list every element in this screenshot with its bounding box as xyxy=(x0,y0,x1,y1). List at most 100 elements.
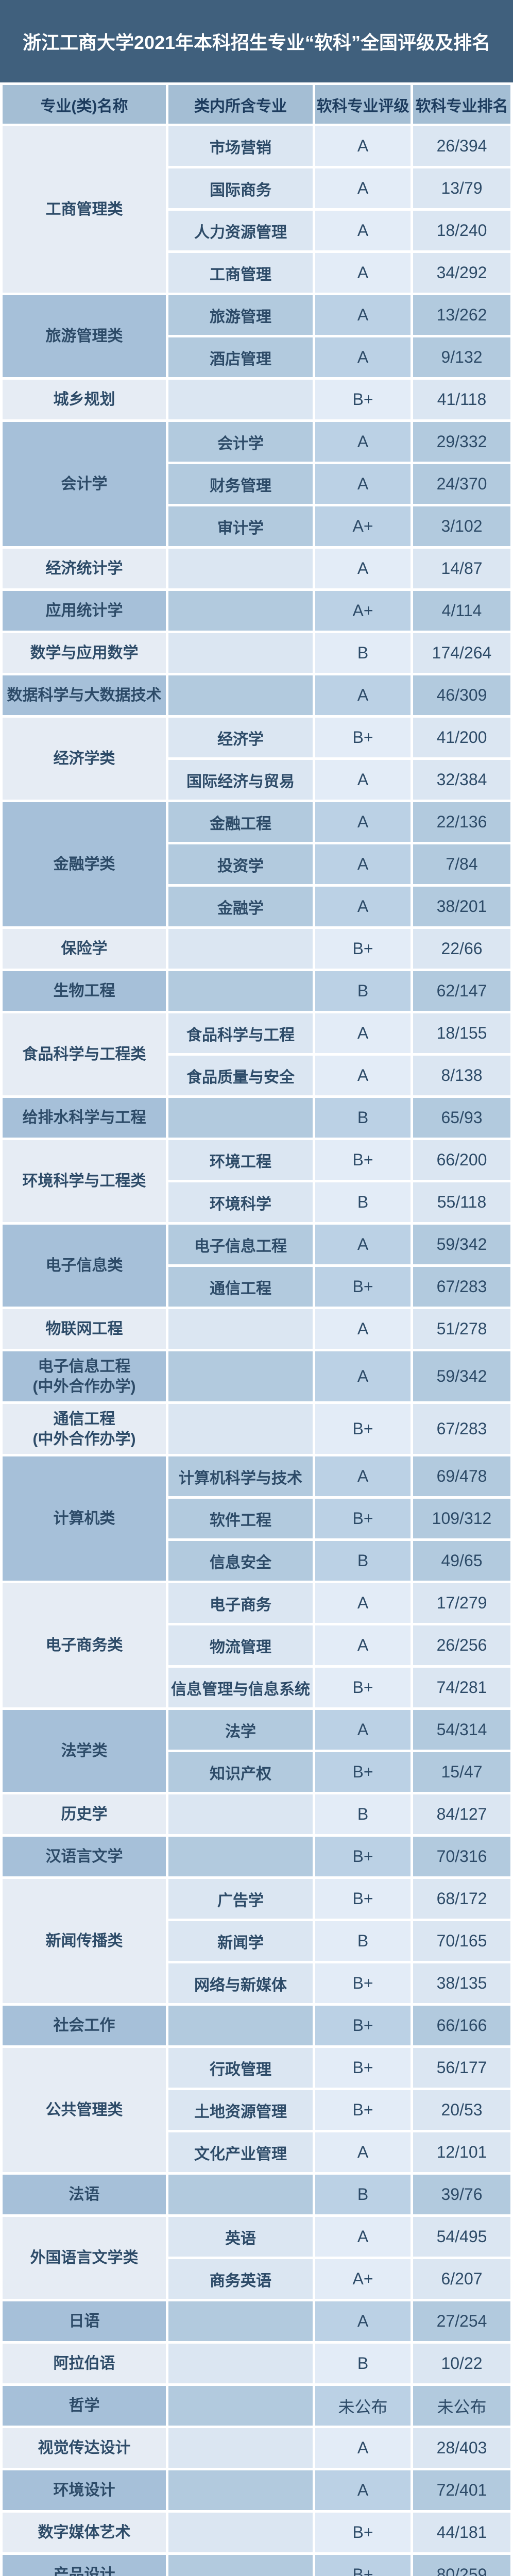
group-name-cell: 计算机类 xyxy=(3,1456,166,1581)
rank-cell: 66/200 xyxy=(413,1140,510,1180)
rank-cell: 84/127 xyxy=(413,1794,510,1834)
table-row: 公共管理类 行政管理 B+ 56/177 xyxy=(3,2048,510,2172)
rating-cell: B+ xyxy=(315,2513,411,2552)
table-row: 法语 B 39/76 xyxy=(3,2175,510,2214)
rating-cell: A xyxy=(315,2301,411,2341)
major-cell: 旅游管理 xyxy=(168,295,313,335)
rating-cell: B+ xyxy=(315,1963,411,2003)
table-row: 视觉传达设计 A 28/403 xyxy=(3,2428,510,2468)
group-name-cell: 新闻传播类 xyxy=(3,1879,166,2003)
rank-cell: 22/66 xyxy=(413,929,510,969)
group-name-cell: 哲学 xyxy=(3,2386,166,2426)
rank-cell: 44/181 xyxy=(413,2513,510,2552)
rank-cell: 109/312 xyxy=(413,1499,510,1538)
table-row: 人力资源管理 A 18/240 xyxy=(3,211,510,250)
major-cell: 食品质量与安全 xyxy=(168,1056,313,1095)
group-name-cell: 数学与应用数学 xyxy=(3,633,166,673)
rank-cell: 68/172 xyxy=(413,1879,510,1919)
rank-cell: 54/495 xyxy=(413,2217,510,2257)
group-name-cell: 电子信息工程 (中外合作办学) xyxy=(3,1351,166,1401)
major-cell: 软件工程 xyxy=(168,1499,313,1538)
table-row: 国际商务 A 13/79 xyxy=(3,168,510,208)
rank-cell: 41/118 xyxy=(413,380,510,419)
ratings-table: 专业(类)名称 类内所含专业 软科专业评级 软科专业排名 工商管理类 市场营销 A 2… xyxy=(0,82,513,2576)
rating-cell: A xyxy=(315,2217,411,2257)
rating-cell: B+ xyxy=(315,1668,411,1707)
table-body: 工商管理类 市场营销 A 26/394 国际商务 A 13/79 人力资源管理 A 18/240 工… xyxy=(3,126,510,2576)
rank-cell: 62/147 xyxy=(413,971,510,1011)
major-cell: 金融学 xyxy=(168,887,313,926)
rating-cell: B+ xyxy=(315,2006,411,2045)
group-name-cell: 环境设计 xyxy=(3,2470,166,2510)
rating-cell: B xyxy=(315,1182,411,1222)
rating-cell: A xyxy=(315,168,411,208)
major-cell xyxy=(168,1404,313,1454)
major-cell xyxy=(168,1837,313,1876)
rank-cell: 3/102 xyxy=(413,506,510,546)
rank-cell: 38/135 xyxy=(413,1963,510,2003)
rating-cell: B xyxy=(315,971,411,1011)
rating-cell: B xyxy=(315,1541,411,1581)
table-row: 文化产业管理 A 12/101 xyxy=(3,2132,510,2172)
rating-cell: B xyxy=(315,2175,411,2214)
group-name-cell: 会计学 xyxy=(3,422,166,546)
rank-cell: 18/240 xyxy=(413,211,510,250)
table-row: 工商管理 A 34/292 xyxy=(3,253,510,293)
table-row: 新闻学 B 70/165 xyxy=(3,1921,510,1961)
table-row: 物联网工程 A 51/278 xyxy=(3,1309,510,1349)
major-cell xyxy=(168,633,313,673)
major-cell: 电子信息工程 xyxy=(168,1225,313,1264)
rating-cell: 未公布 xyxy=(315,2386,411,2426)
major-cell: 行政管理 xyxy=(168,2048,313,2088)
rating-cell: B xyxy=(315,1794,411,1834)
rank-cell: 22/136 xyxy=(413,802,510,842)
rating-cell: A xyxy=(315,1456,411,1496)
group-name-cell: 电子信息类 xyxy=(3,1225,166,1307)
table-row: 历史学 B 84/127 xyxy=(3,1794,510,1834)
rating-cell: A xyxy=(315,1225,411,1264)
rating-cell: B+ xyxy=(315,2048,411,2088)
rating-cell: A xyxy=(315,802,411,842)
table-row: 通信工程 B+ 67/283 xyxy=(3,1267,510,1307)
rank-cell: 27/254 xyxy=(413,2301,510,2341)
rank-cell: 29/332 xyxy=(413,422,510,462)
rating-cell: B xyxy=(315,1921,411,1961)
table-row: 信息安全 B 49/65 xyxy=(3,1541,510,1581)
table-row: 金融学 A 38/201 xyxy=(3,887,510,926)
rank-cell: 65/93 xyxy=(413,1098,510,1138)
rating-cell: A xyxy=(315,1056,411,1095)
rating-cell: A xyxy=(315,1710,411,1750)
group-name-cell: 给排水科学与工程 xyxy=(3,1098,166,1138)
rank-cell: 13/262 xyxy=(413,295,510,335)
group-name-cell: 数字媒体艺术 xyxy=(3,2513,166,2552)
group-name-cell: 电子商务类 xyxy=(3,1583,166,1707)
table-row: 数字媒体艺术 B+ 44/181 xyxy=(3,2513,510,2552)
table-row: 法学类 法学 A 54/314 xyxy=(3,1710,510,1792)
rank-cell: 20/53 xyxy=(413,2090,510,2130)
rank-cell: 67/283 xyxy=(413,1267,510,1307)
table-row: 旅游管理类 旅游管理 A 13/262 xyxy=(3,295,510,377)
major-cell xyxy=(168,2301,313,2341)
major-cell: 会计学 xyxy=(168,422,313,462)
rating-cell: B+ xyxy=(315,929,411,969)
group-name-cell: 旅游管理类 xyxy=(3,295,166,377)
major-cell: 网络与新媒体 xyxy=(168,1963,313,2003)
rating-cell: B+ xyxy=(315,718,411,757)
group-name-cell: 汉语言文学 xyxy=(3,1837,166,1876)
rating-cell: A xyxy=(315,337,411,377)
rank-cell: 14/87 xyxy=(413,549,510,588)
rank-cell: 51/278 xyxy=(413,1309,510,1349)
major-cell xyxy=(168,2470,313,2510)
group-name-cell: 环境科学与工程类 xyxy=(3,1140,166,1222)
rank-cell: 69/478 xyxy=(413,1456,510,1496)
major-cell xyxy=(168,1351,313,1401)
table-row: 数学与应用数学 B 174/264 xyxy=(3,633,510,673)
major-cell xyxy=(168,675,313,715)
rank-cell: 28/403 xyxy=(413,2428,510,2468)
table-row: 阿拉伯语 B 10/22 xyxy=(3,2344,510,2383)
table-row: 通信工程 (中外合作办学) B+ 67/283 xyxy=(3,1404,510,1454)
group-name-cell: 外国语言文学类 xyxy=(3,2217,166,2299)
major-cell: 计算机科学与技术 xyxy=(168,1456,313,1496)
rating-cell: B+ xyxy=(315,2090,411,2130)
